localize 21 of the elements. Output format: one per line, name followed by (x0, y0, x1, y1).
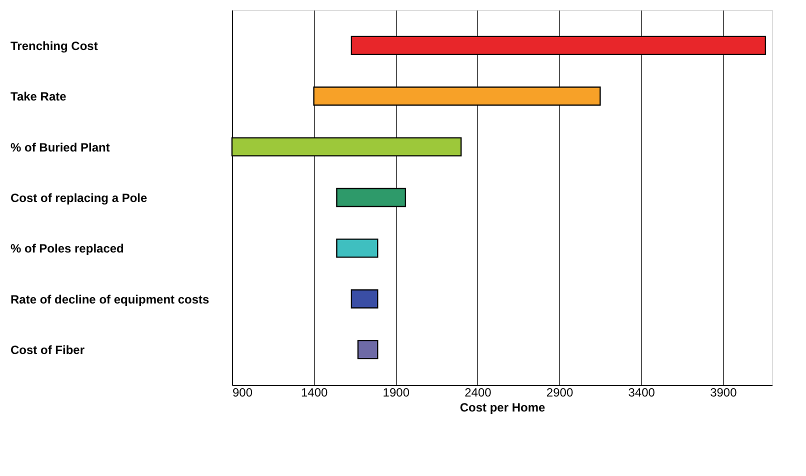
x-tick-label: 1400 (300, 386, 328, 400)
bar (313, 86, 601, 106)
bar (336, 238, 378, 258)
bar (357, 340, 378, 360)
x-tick-label: 2400 (464, 386, 492, 400)
y-tick-label: Cost of replacing a Pole (10, 191, 148, 205)
y-tick-label: % of Buried Plant (10, 140, 110, 154)
y-tick-label: Trenching Cost (10, 38, 98, 53)
y-tick-label: % of Poles replaced (10, 242, 124, 256)
y-tick-label: Take Rate (10, 90, 67, 104)
bar (336, 188, 406, 208)
x-axis-title: Cost per Home (460, 400, 546, 414)
x-tick-label: 2900 (546, 386, 574, 400)
bar (350, 36, 766, 56)
x-tick-label: 3900 (710, 386, 738, 400)
x-tick-label: 900 (232, 386, 253, 400)
x-tick-label: 1900 (382, 386, 410, 400)
y-tick-label: Rate of decline of equipment costs (10, 292, 210, 306)
y-tick-label: Cost of Fiber (10, 343, 85, 358)
bar (350, 289, 378, 308)
x-tick-label: 3400 (628, 386, 656, 400)
